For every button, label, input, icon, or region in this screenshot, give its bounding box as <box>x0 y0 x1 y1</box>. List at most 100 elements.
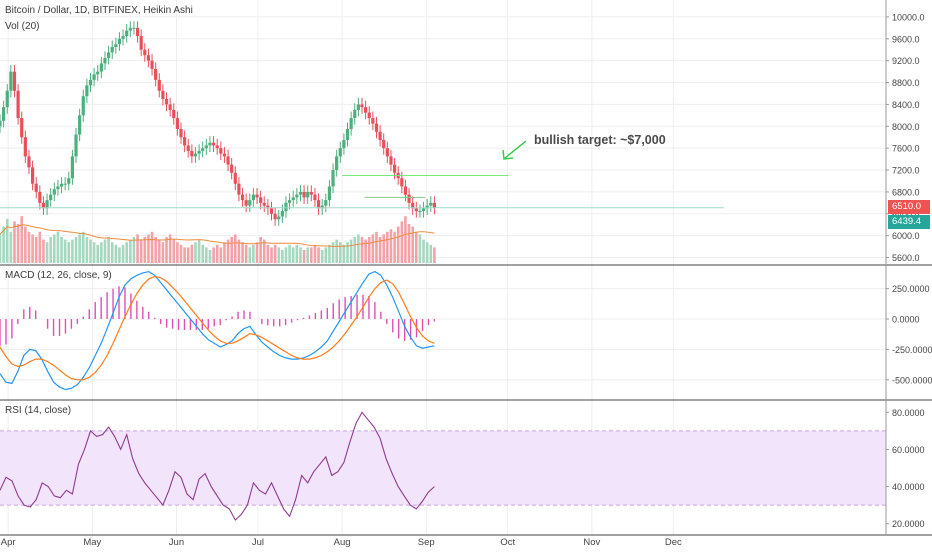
candle-up <box>125 30 129 37</box>
macd-layer <box>0 270 436 391</box>
candle-down <box>157 79 161 91</box>
candle-down <box>211 142 216 146</box>
volume-bar <box>89 239 92 263</box>
volume-bar <box>9 231 13 263</box>
candle-down <box>302 191 306 198</box>
candle-up <box>295 194 299 198</box>
volume-bar <box>157 239 161 263</box>
candle-down <box>255 194 259 198</box>
candle-down <box>385 148 389 157</box>
volume-bar <box>407 224 411 263</box>
y-tick-label: 10000.0 <box>892 12 925 22</box>
candle-up <box>110 47 114 53</box>
candle-down <box>316 200 321 209</box>
candle-down <box>309 191 313 195</box>
candle-up <box>353 109 357 119</box>
y-tick-label: 8000.0 <box>892 122 920 132</box>
candle-down <box>164 98 169 105</box>
volume-bar <box>411 226 414 263</box>
volume-bar <box>389 229 393 263</box>
candle-up <box>306 191 310 198</box>
candle-up <box>345 129 350 140</box>
candle-down <box>161 90 165 99</box>
volume-bar <box>324 247 328 263</box>
volume-bar <box>110 242 114 263</box>
volume-layer <box>0 216 436 263</box>
x-tick-label: Nov <box>583 537 600 548</box>
candle-up <box>324 200 328 206</box>
volume-bar <box>270 247 273 263</box>
candle-down <box>146 55 151 61</box>
volume-bar <box>183 247 186 263</box>
candle-down <box>414 208 418 212</box>
volume-bar <box>190 244 194 263</box>
x-tick-label: May <box>83 537 101 548</box>
candle-down <box>226 156 230 165</box>
volume-bar <box>306 247 309 263</box>
volume-bar <box>121 244 125 263</box>
volume-bar <box>67 242 71 263</box>
y-tick-label: 5600.0 <box>892 253 920 263</box>
volume-bar <box>237 239 241 263</box>
volume-bar <box>252 244 255 263</box>
volume-bar <box>172 239 176 263</box>
grid-layer <box>0 0 886 535</box>
volume-bar <box>360 237 364 263</box>
volume-bar <box>139 239 143 263</box>
y-tick-label: 8800.0 <box>892 78 920 88</box>
candle-down <box>154 68 158 80</box>
candle-up <box>2 107 6 121</box>
annotation-text: bullish target: ~$7,000 <box>534 133 666 147</box>
candle-up <box>349 118 353 130</box>
volume-bar <box>378 237 382 263</box>
volume-bar <box>71 239 74 263</box>
volume-bar <box>259 237 262 263</box>
candle-up <box>204 145 208 149</box>
volume-bar <box>335 239 338 263</box>
candle-down <box>139 36 143 50</box>
volume-bar <box>425 242 429 263</box>
volume-bar <box>13 221 16 263</box>
volume-bar <box>34 237 38 263</box>
volume-bar <box>215 244 219 263</box>
candle-up <box>327 186 332 201</box>
candle-down <box>150 60 154 69</box>
candle-up <box>121 36 125 39</box>
volume-bar <box>5 218 9 263</box>
candle-down <box>172 109 176 119</box>
candle-up <box>114 44 118 48</box>
candle-down <box>135 27 140 37</box>
candle-up <box>63 183 67 185</box>
candle-down <box>41 202 46 209</box>
volume-bar <box>302 250 306 263</box>
volume-bar <box>186 247 190 263</box>
volume-bar <box>53 234 56 263</box>
candle-up <box>291 197 295 201</box>
volume-bar <box>415 231 418 263</box>
volume-bar <box>226 239 230 263</box>
volume-bar <box>375 231 378 263</box>
volume-bar <box>230 237 233 263</box>
candle-up <box>284 202 288 212</box>
volume-bar <box>262 239 266 263</box>
volume-bar <box>386 231 389 263</box>
volume-bar <box>418 234 422 263</box>
volume-bar <box>74 237 78 263</box>
candle-up <box>59 183 64 187</box>
x-tick-label: Jul <box>252 537 264 548</box>
y-tick-label: 6800.0 <box>892 187 920 197</box>
rsi-label: RSI (14, close) <box>5 405 72 416</box>
candle-down <box>313 194 317 201</box>
macd-y-tick-label: -250.0000 <box>892 345 932 355</box>
candle-down <box>233 172 237 184</box>
volume-bar <box>20 216 24 263</box>
candle-down <box>411 202 415 209</box>
candle-down <box>219 148 223 154</box>
rsi-y-tick-label: 60.0000 <box>892 445 925 455</box>
volume-bar <box>27 231 31 263</box>
candle-up <box>132 27 136 29</box>
volume-bar <box>284 247 288 263</box>
volume-bar <box>371 234 375 263</box>
volume-bar <box>255 242 259 263</box>
candle-down <box>20 118 24 138</box>
